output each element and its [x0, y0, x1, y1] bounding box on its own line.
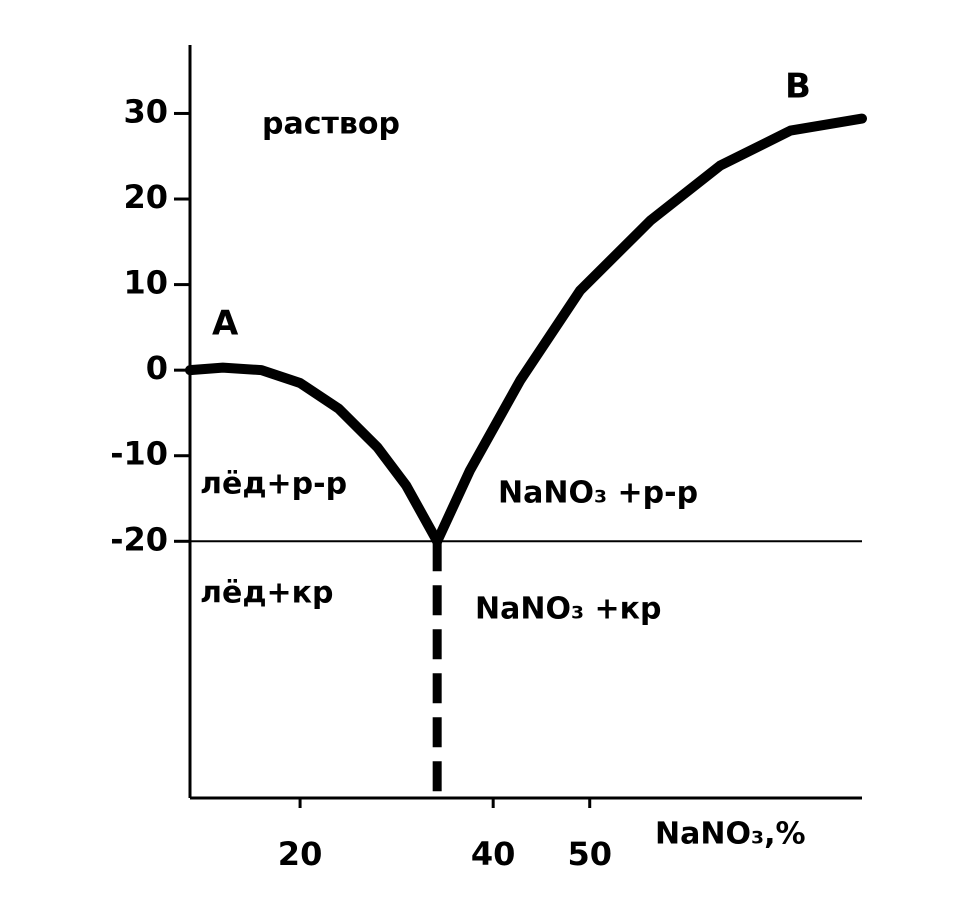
y-tick-label: 20 [123, 178, 168, 216]
y-tick-label: 30 [123, 92, 168, 130]
curve [185, 362, 443, 547]
x-tick-label: 50 [567, 835, 612, 873]
region-label: лёд+р-р [200, 467, 347, 502]
y-tick-label: -10 [110, 435, 168, 473]
region-label: лёд+кр [200, 576, 334, 611]
x-tick-label: 40 [471, 835, 516, 873]
region-label: NaNO₃ +р-р [498, 476, 698, 511]
curve [432, 113, 867, 547]
y-tick-label: 10 [123, 264, 168, 302]
y-tick-label: -20 [110, 520, 168, 558]
x-tick-label: 20 [278, 835, 323, 873]
point-label: B [785, 67, 811, 107]
point-label: A [212, 304, 239, 344]
y-tick-label: 0 [146, 349, 168, 387]
x-axis-label: NaNO₃,% [655, 817, 806, 852]
region-label: раствор [262, 107, 400, 142]
region-label: NaNO₃ +кр [475, 592, 662, 627]
